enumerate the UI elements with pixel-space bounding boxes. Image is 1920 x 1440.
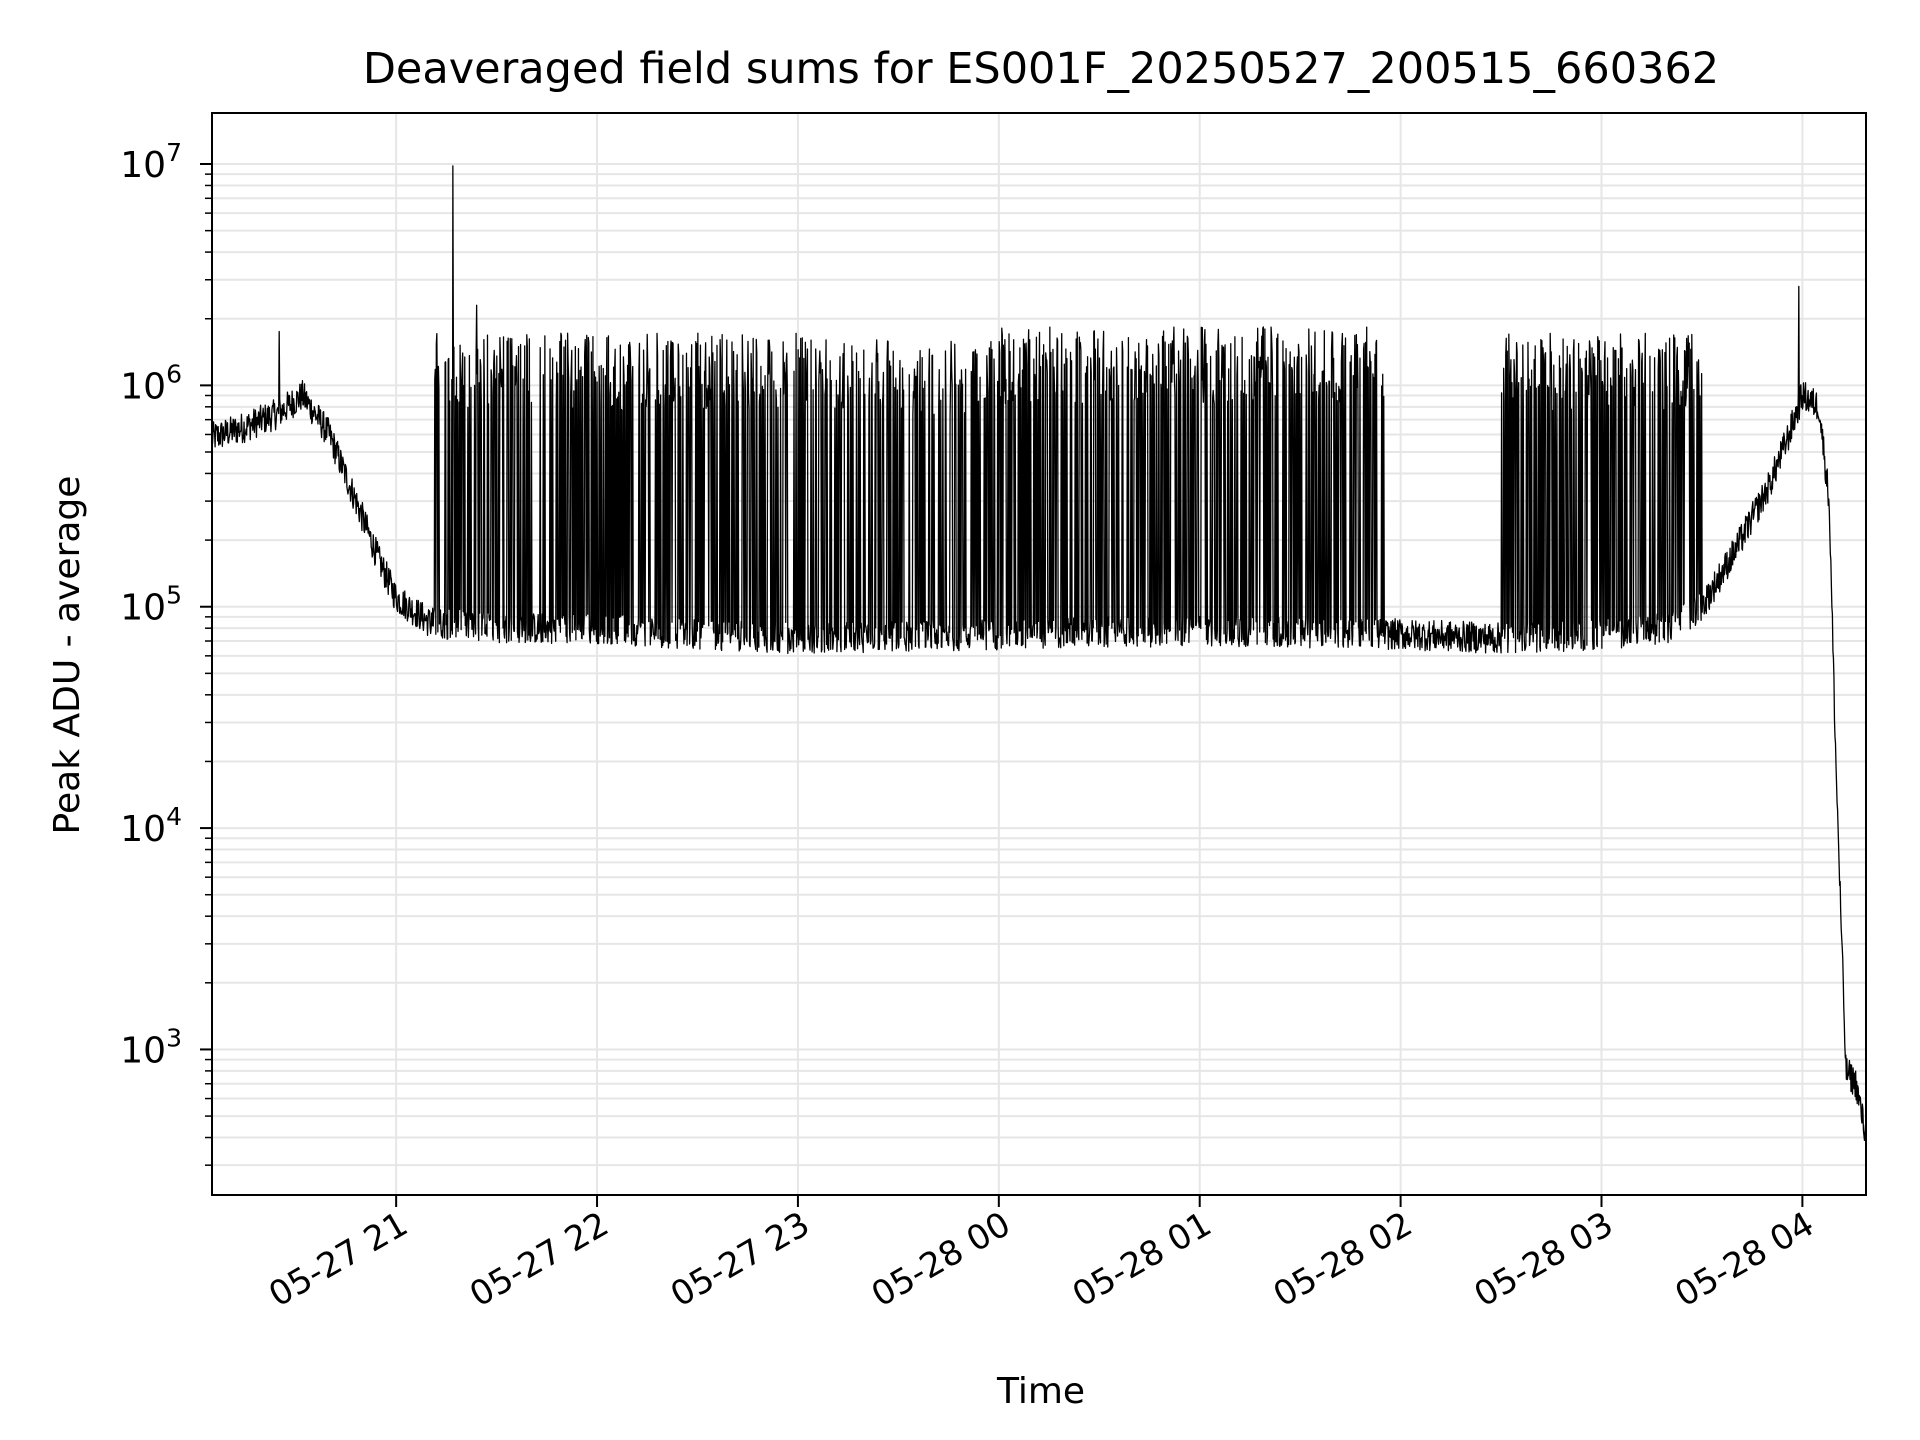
y-tick-label: 106 — [120, 359, 182, 407]
x-tick-label: 05-27 21 — [262, 1204, 414, 1315]
y-tick-label: 104 — [120, 802, 182, 850]
x-tick-label: 05-27 23 — [664, 1204, 816, 1315]
grid-layer — [212, 113, 1866, 1195]
series-layer — [211, 165, 1867, 1148]
y-axis-label: Peak ADU - average — [47, 476, 88, 835]
x-axis-label: Time — [996, 1371, 1085, 1412]
tick-layer: 05-27 21 05-27 22 05-27 23 05-28 00 05-28 01… — [120, 138, 1821, 1315]
plot-frame — [211, 112, 1867, 1196]
x-tick-label: 05-28 02 — [1267, 1204, 1419, 1315]
y-tick-label: 105 — [120, 581, 182, 629]
y-tick-label: 107 — [120, 138, 182, 186]
x-tick-label: 05-28 00 — [865, 1204, 1017, 1315]
y-tick-label: 103 — [120, 1023, 182, 1071]
chart-title: Deaveraged field sums for ES001F_2025052… — [363, 44, 1719, 94]
x-tick-label: 05-28 04 — [1668, 1204, 1820, 1315]
x-tick-label: 05-28 03 — [1468, 1204, 1620, 1315]
x-tick-label: 05-27 22 — [463, 1204, 615, 1315]
x-tick-label: 05-28 01 — [1066, 1204, 1218, 1315]
series-line — [211, 165, 1867, 1148]
